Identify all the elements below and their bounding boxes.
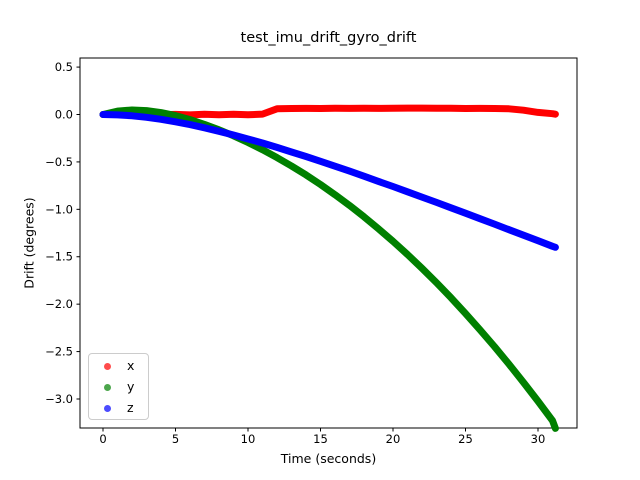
y-tick-label: −1.5 bbox=[45, 250, 73, 264]
x-tick-label: 10 bbox=[241, 432, 256, 446]
y-axis-label: Drift (degrees) bbox=[21, 197, 37, 289]
y-tick-label: −1.0 bbox=[45, 202, 73, 216]
legend-label: z bbox=[127, 400, 134, 416]
series-z-line bbox=[99, 111, 559, 251]
y-tick-label: −2.5 bbox=[45, 345, 73, 359]
x-tick-label: 25 bbox=[458, 432, 473, 446]
y-tick-label: 0.5 bbox=[55, 60, 73, 74]
legend-marker-icon bbox=[104, 384, 111, 391]
legend-marker-icon bbox=[104, 405, 111, 412]
y-tick-label: −2.0 bbox=[45, 297, 73, 311]
y-tick-label: −3.0 bbox=[45, 392, 73, 406]
x-tick-label: 0 bbox=[99, 432, 106, 446]
series-y-line bbox=[99, 106, 559, 432]
x-tick-label: 15 bbox=[313, 432, 328, 446]
y-tick-label: 0.0 bbox=[55, 108, 73, 122]
legend-label: y bbox=[127, 379, 135, 395]
legend-entry-y: y bbox=[89, 377, 148, 398]
y-tick-label: −0.5 bbox=[45, 155, 73, 169]
x-tick-label: 5 bbox=[172, 432, 179, 446]
legend-label: x bbox=[127, 358, 135, 374]
x-tick-label: 30 bbox=[531, 432, 546, 446]
legend-entry-z: z bbox=[89, 398, 148, 419]
x-axis-label: Time (seconds) bbox=[280, 451, 377, 466]
chart-title: test_imu_drift_gyro_drift bbox=[240, 30, 417, 46]
axes-frame bbox=[79, 57, 578, 429]
legend-marker-icon bbox=[104, 363, 111, 370]
legend-entry-x: x bbox=[89, 356, 148, 377]
x-tick-label: 20 bbox=[386, 432, 401, 446]
